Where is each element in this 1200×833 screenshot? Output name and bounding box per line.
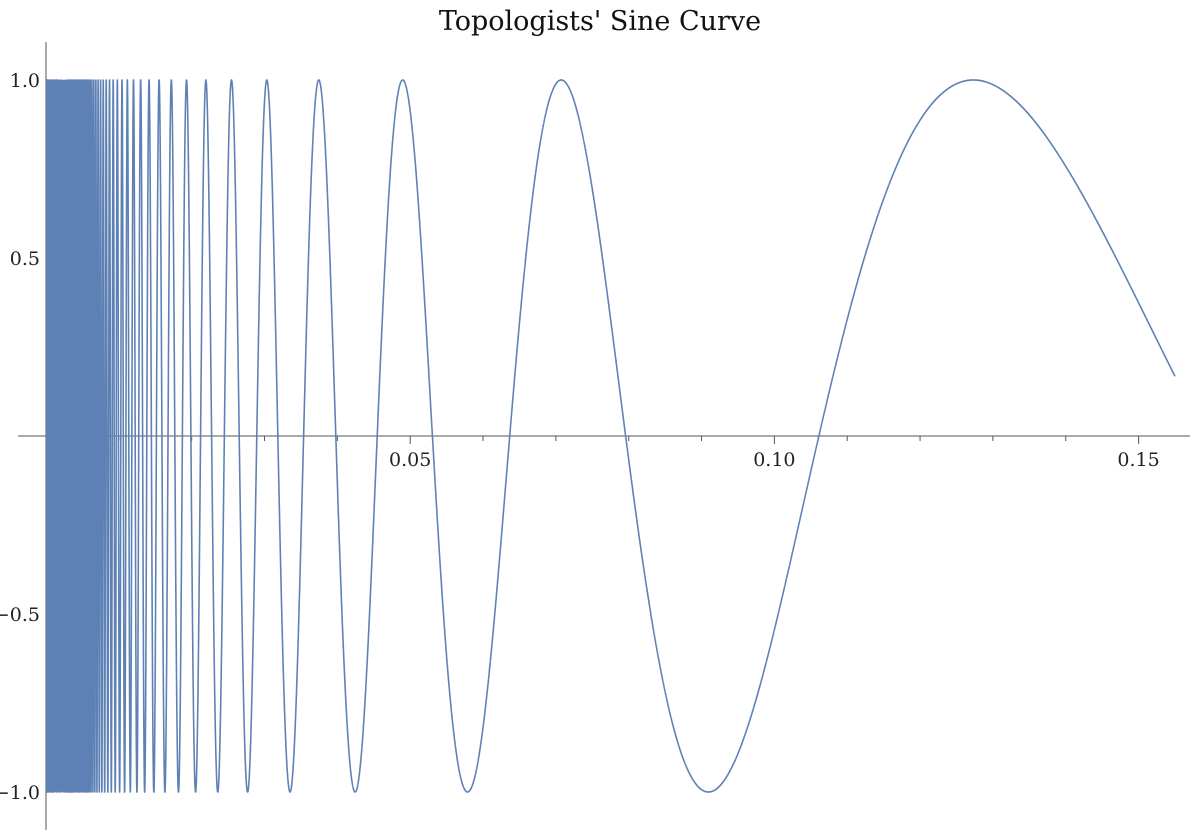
y-tick-label: 1.0 [10, 70, 40, 92]
y-tick-label: −1.0 [0, 782, 40, 804]
x-tick-label: 0.15 [1117, 449, 1159, 471]
series-dense-band [46, 80, 50, 792]
tick-labels: 0.05 0.10 0.15 1.0 0.5 −0.5 −1.0 [0, 70, 1160, 804]
x-tick-label: 0.05 [389, 449, 431, 471]
y-tick-label: −0.5 [0, 604, 40, 626]
chart-title: Topologists' Sine Curve [438, 6, 762, 37]
x-tick-label: 0.10 [753, 449, 795, 471]
series-line-sin-1-over-x [47, 79, 1176, 793]
y-tick-label: 0.5 [10, 248, 40, 270]
